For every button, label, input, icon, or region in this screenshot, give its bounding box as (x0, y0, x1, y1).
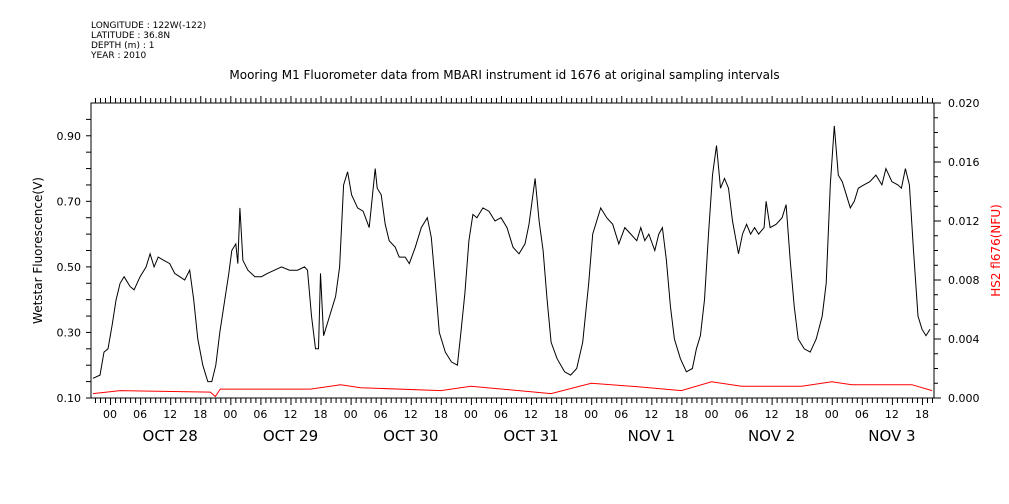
chart-title: Mooring M1 Fluorometer data from MBARI i… (229, 68, 780, 82)
y2-tick-label: 0.012 (948, 215, 980, 228)
y-tick-label: 0.50 (57, 261, 82, 274)
y-tick-label: 0.70 (57, 195, 82, 208)
y-axis-label: Wetstar Fluorescence(V) (31, 177, 45, 324)
y2-tick-label: 0.020 (948, 97, 980, 110)
x-tick-label: 00 (464, 408, 478, 421)
x-tick-label: 00 (223, 408, 237, 421)
x-tick-label: 06 (374, 408, 388, 421)
x-tick-label: 18 (674, 408, 688, 421)
x-tick-label: 00 (704, 408, 718, 421)
y2-tick-label: 0.016 (948, 156, 980, 169)
x-tick-label: 06 (735, 408, 749, 421)
x-tick-label: 06 (253, 408, 267, 421)
x-tick-label: 06 (133, 408, 147, 421)
x-tick-label: 00 (584, 408, 598, 421)
x-tick-label: 06 (494, 408, 508, 421)
y2-axis-label: HS2 fl676(NFU) (989, 204, 1003, 297)
series-line-wetstar (92, 125, 931, 383)
x-tick-label: 06 (855, 408, 869, 421)
y-tick-label: 0.90 (57, 130, 82, 143)
x-day-label: OCT 28 (143, 427, 198, 445)
x-day-label: OCT 31 (503, 427, 558, 445)
x-tick-label: 18 (434, 408, 448, 421)
x-tick-label: 00 (103, 408, 117, 421)
x-tick-label: 12 (404, 408, 418, 421)
x-day-label: NOV 1 (628, 427, 675, 445)
depth-label: DEPTH (m) : 1 (91, 41, 155, 51)
x-day-label: NOV 3 (868, 427, 915, 445)
y2-tick-label: 0.004 (948, 333, 980, 346)
x-day-label: NOV 2 (748, 427, 795, 445)
y-tick-label: 0.10 (57, 392, 82, 405)
x-tick-label: 00 (825, 408, 839, 421)
x-tick-label: 12 (283, 408, 297, 421)
x-tick-label: 12 (524, 408, 538, 421)
y2-tick-label: 0.008 (948, 274, 980, 287)
longitude-label: LONGITUDE : 122W(-122) (91, 21, 207, 31)
x-tick-label: 18 (915, 408, 929, 421)
x-tick-label: 12 (644, 408, 658, 421)
x-tick-label: 00 (344, 408, 358, 421)
latitude-label: LATITUDE : 36.8N (91, 31, 171, 41)
x-day-label: OCT 29 (263, 427, 318, 445)
metadata-header: LONGITUDE : 122W(-122) LATITUDE : 36.8N … (91, 21, 206, 61)
year-label: YEAR : 2010 (91, 51, 147, 61)
x-tick-label: 06 (614, 408, 628, 421)
x-tick-label: 12 (765, 408, 779, 421)
x-tick-label: 18 (554, 408, 568, 421)
x-tick-label: 12 (163, 408, 177, 421)
x-tick-label: 18 (795, 408, 809, 421)
y-tick-label: 0.30 (57, 326, 82, 339)
series-line-hs2 (92, 381, 933, 398)
x-tick-label: 18 (314, 408, 328, 421)
x-tick-label: 12 (885, 408, 899, 421)
x-day-label: OCT 30 (383, 427, 438, 445)
y2-tick-label: 0.000 (948, 392, 980, 405)
x-tick-label: 18 (193, 408, 207, 421)
